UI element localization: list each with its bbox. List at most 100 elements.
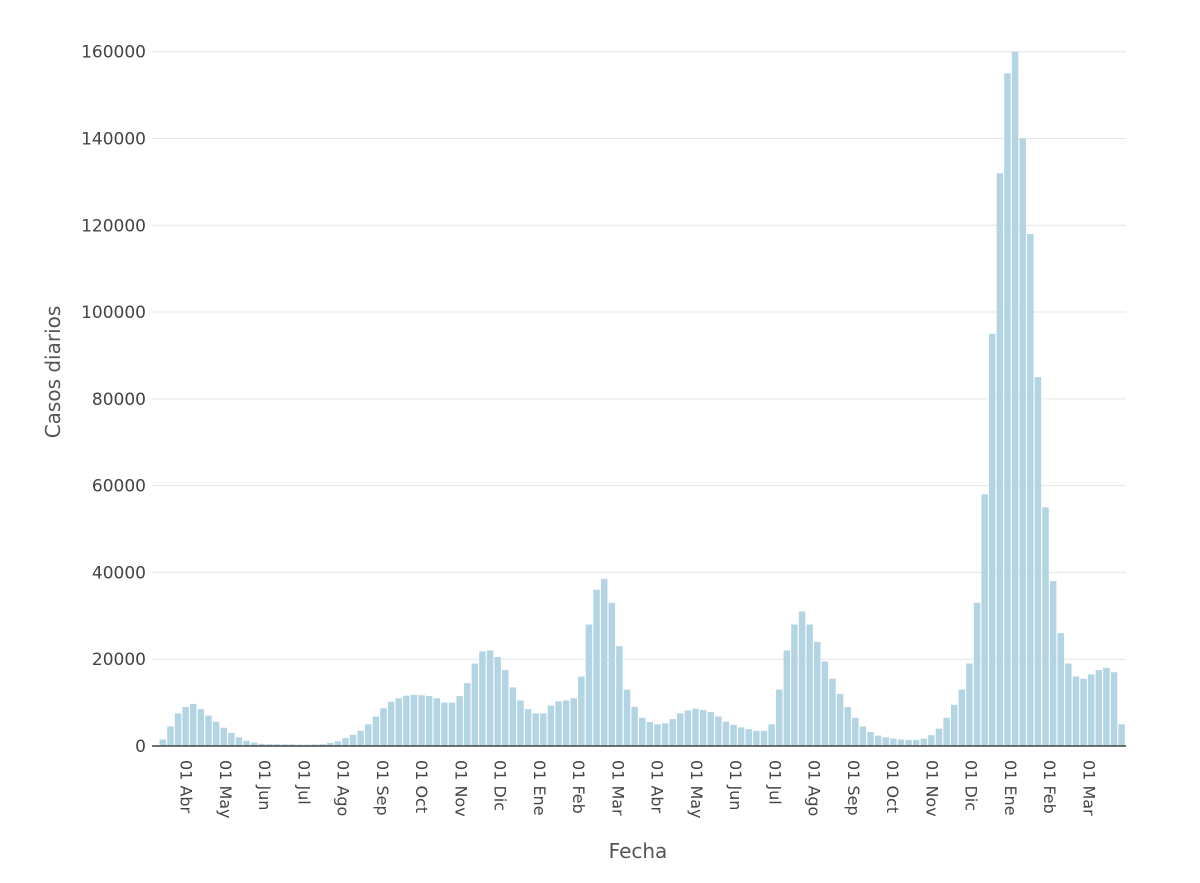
bar	[205, 715, 212, 746]
bar	[220, 727, 227, 746]
bar	[456, 696, 463, 746]
bar	[677, 713, 684, 746]
x-tick-label: 01 Jun	[726, 760, 745, 810]
x-axis-ticks: 01 Abr 01 May 01 Jun 01 Jul 01 Ago 01 Sep 01 O…	[177, 760, 1099, 819]
bar	[334, 741, 342, 746]
x-tick-label: 01 Mar	[608, 760, 627, 816]
bar	[1057, 633, 1064, 746]
y-tick-label: 160000	[81, 43, 146, 63]
bar	[403, 695, 410, 746]
bar	[1027, 233, 1034, 746]
bar	[684, 710, 692, 746]
bar	[486, 650, 494, 746]
bar	[745, 729, 752, 746]
bar	[768, 724, 775, 746]
bar	[517, 700, 524, 746]
bar	[448, 702, 456, 746]
bar	[1011, 51, 1019, 746]
bar	[327, 742, 334, 746]
bar	[874, 735, 882, 746]
bar	[928, 735, 935, 746]
bar	[441, 702, 448, 746]
bar	[639, 717, 646, 746]
bar	[806, 624, 813, 746]
bar	[585, 624, 593, 746]
y-tick-label: 120000	[81, 216, 146, 236]
bar	[814, 641, 821, 746]
bar	[463, 683, 471, 746]
bar	[989, 333, 996, 746]
bar	[798, 611, 806, 746]
bar	[1019, 138, 1026, 747]
y-tick-label: 80000	[92, 390, 146, 410]
bar	[372, 716, 380, 746]
bar	[342, 738, 349, 746]
bar	[182, 706, 189, 746]
x-tick-label: 01 Nov	[922, 760, 941, 817]
bar	[829, 678, 836, 746]
bar	[692, 708, 699, 746]
x-tick-label: 01 Jul	[294, 760, 313, 805]
bar	[890, 738, 897, 746]
bar	[410, 694, 418, 746]
bar	[1118, 724, 1125, 746]
bar	[882, 737, 889, 746]
bar	[920, 738, 928, 746]
bar	[661, 723, 669, 746]
bar	[479, 651, 486, 746]
bar	[905, 739, 912, 746]
y-tick-label: 100000	[81, 303, 146, 323]
bar	[349, 734, 357, 746]
x-tick-label: 01 Sep	[844, 760, 863, 816]
x-tick-label: 01 Nov	[451, 760, 470, 817]
bar	[365, 724, 372, 746]
bar	[669, 719, 676, 746]
bar	[167, 726, 174, 746]
x-tick-label: 01 Abr	[177, 760, 196, 814]
bar	[1095, 670, 1103, 746]
bar	[958, 689, 966, 746]
bar	[433, 698, 441, 746]
bar	[380, 708, 387, 746]
bar	[821, 661, 829, 746]
y-axis-ticks: 0 20000 40000 60000 80000 100000 120000 140000 1…	[81, 43, 146, 757]
x-tick-label: 01 Jul	[765, 760, 784, 805]
bar	[912, 739, 920, 746]
bar	[646, 722, 654, 746]
bar	[966, 663, 973, 746]
bar	[555, 701, 562, 746]
x-tick-label: 01 Mar	[1080, 760, 1099, 816]
bar	[1034, 377, 1042, 746]
bar	[775, 689, 783, 746]
bar	[228, 732, 235, 746]
bar	[699, 709, 707, 746]
bar	[1004, 73, 1011, 746]
bar	[273, 744, 281, 746]
bar	[1103, 667, 1110, 746]
bar	[174, 713, 182, 746]
bar	[319, 744, 326, 746]
x-tick-label: 01 Feb	[569, 760, 588, 814]
x-tick-label: 01 Ene	[530, 760, 549, 816]
x-tick-label: 01 Abr	[648, 760, 667, 814]
bar	[608, 602, 616, 746]
bar	[973, 602, 981, 746]
bar	[532, 713, 539, 746]
bar	[1087, 674, 1095, 746]
bar	[502, 670, 509, 746]
bar	[753, 730, 760, 746]
bar	[471, 663, 479, 746]
bar	[258, 743, 265, 746]
bar	[836, 693, 844, 746]
bar	[235, 737, 243, 746]
y-tick-label: 40000	[92, 563, 146, 583]
bar	[395, 698, 402, 746]
bar	[418, 695, 425, 746]
bar	[631, 706, 638, 746]
bar	[387, 701, 395, 746]
bar	[1072, 676, 1080, 746]
bar	[737, 727, 745, 746]
grid-lines	[152, 51, 1126, 660]
bar	[266, 744, 273, 746]
